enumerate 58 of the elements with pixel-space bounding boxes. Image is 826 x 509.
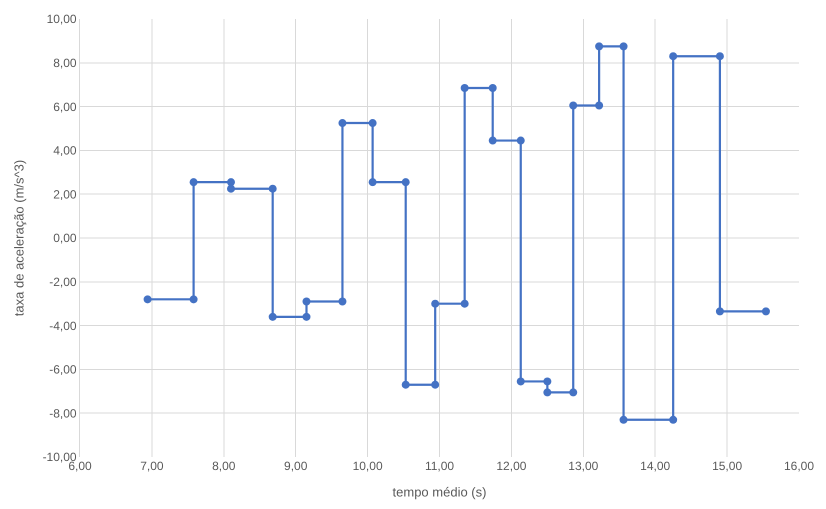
point [460, 84, 469, 92]
y-tick-label: -2,00 [49, 275, 77, 289]
point [516, 136, 525, 145]
point [368, 119, 377, 128]
point [488, 136, 497, 145]
point [431, 300, 440, 308]
y-axis-title: taxa de aceleração (m/s^3) [12, 160, 27, 316]
point [516, 377, 525, 386]
y-tick-label: 4,00 [53, 144, 77, 158]
point [543, 377, 552, 386]
point [620, 416, 628, 424]
point [488, 84, 497, 92]
point [226, 178, 235, 186]
x-tick-label: 10,00 [352, 459, 383, 473]
point [543, 388, 552, 396]
point [268, 312, 277, 321]
point [144, 295, 152, 304]
point [716, 52, 724, 60]
point [595, 42, 604, 50]
y-tick-label: 2,00 [53, 187, 77, 202]
y-tick-label: 10,00 [46, 12, 77, 26]
point [226, 184, 235, 193]
y-tick-label: 6,00 [53, 100, 77, 114]
point [569, 388, 578, 396]
point [190, 178, 198, 186]
point [669, 52, 678, 60]
x-axis-title: tempo médio (s) [392, 484, 486, 500]
x-tick-label: 14,00 [640, 459, 671, 473]
x-tick-label: 15,00 [712, 459, 742, 473]
point [460, 300, 469, 308]
point [402, 178, 410, 186]
point [302, 298, 310, 306]
point [338, 298, 346, 306]
x-tick-label: 13,00 [568, 459, 599, 473]
point [302, 312, 310, 321]
point [190, 295, 198, 304]
y-tick-label: -6,00 [49, 362, 77, 377]
y-tick-label: -4,00 [49, 318, 77, 333]
y-tick-label: 8,00 [53, 56, 77, 70]
x-tick-label: 8,00 [212, 459, 236, 473]
x-tick-label: 11,00 [424, 459, 454, 473]
point [669, 416, 678, 424]
x-tick-label: 16,00 [784, 459, 814, 473]
point [368, 178, 377, 186]
x-tick-label: 12,00 [496, 459, 527, 473]
point [569, 102, 578, 110]
point [716, 307, 724, 316]
x-tick-label: 9,00 [284, 459, 308, 473]
point [762, 307, 770, 316]
point [620, 42, 628, 50]
point [268, 184, 277, 193]
x-tick-label: 7,00 [140, 459, 164, 473]
y-tick-label: -8,00 [49, 406, 77, 420]
point [402, 380, 410, 389]
point [595, 102, 604, 110]
y-tick-label: 0,00 [53, 231, 77, 246]
point [431, 380, 440, 389]
point [338, 119, 346, 128]
